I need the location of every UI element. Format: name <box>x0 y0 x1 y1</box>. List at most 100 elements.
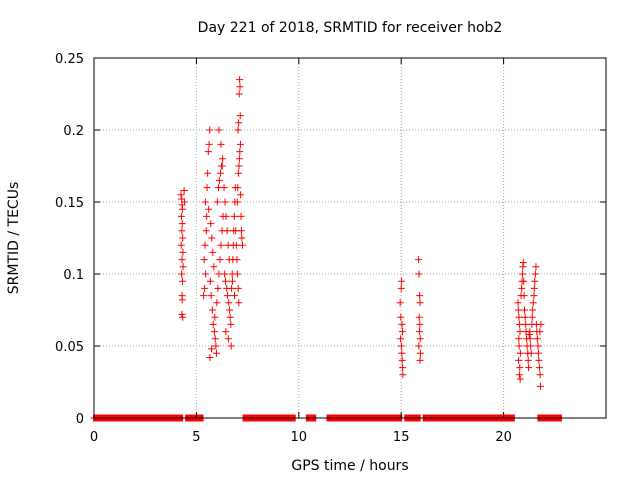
data-point <box>234 184 242 192</box>
data-point <box>236 148 244 156</box>
data-point <box>516 349 524 357</box>
data-point <box>207 220 215 228</box>
data-point <box>208 345 216 353</box>
data-point <box>210 328 218 336</box>
y-tick-label: 0.2 <box>63 124 84 139</box>
data-point <box>178 310 186 318</box>
data-point <box>516 364 524 372</box>
data-points <box>177 76 545 390</box>
data-point <box>211 335 219 343</box>
x-tick-label: 5 <box>192 430 200 445</box>
data-point <box>398 320 406 328</box>
data-point <box>211 313 219 321</box>
data-point <box>205 140 213 148</box>
data-point <box>234 126 242 134</box>
data-point <box>399 371 407 379</box>
data-point <box>227 342 235 350</box>
data-point <box>233 270 241 278</box>
data-point <box>532 263 540 271</box>
data-point <box>217 140 225 148</box>
data-point <box>235 119 243 127</box>
data-point <box>527 349 535 357</box>
data-point <box>514 306 522 314</box>
data-point <box>533 335 541 343</box>
data-point <box>226 306 234 314</box>
data-point <box>518 284 526 292</box>
data-point <box>202 270 210 278</box>
x-axis-label: GPS time / hours <box>291 458 408 474</box>
data-point <box>397 335 405 343</box>
data-point <box>179 263 187 271</box>
x-tick-label: 10 <box>291 430 308 445</box>
data-point <box>222 212 230 220</box>
data-point <box>200 256 208 264</box>
data-point <box>203 184 211 192</box>
data-point <box>529 299 537 307</box>
data-point <box>218 162 226 170</box>
x-tick-label: 15 <box>393 430 410 445</box>
data-point <box>234 169 242 177</box>
data-point <box>516 328 524 336</box>
data-point <box>201 241 209 249</box>
data-point <box>398 349 406 357</box>
data-point <box>416 292 424 300</box>
data-point <box>514 299 522 307</box>
axis-ticks: 0 5 10 15 20 0 0.05 0.1 0.15 0.2 0.25 <box>55 52 606 445</box>
data-point <box>415 270 423 278</box>
data-point <box>530 292 538 300</box>
data-point <box>534 349 542 357</box>
data-point <box>236 140 244 148</box>
data-point <box>230 292 238 300</box>
data-point <box>397 342 405 350</box>
data-point <box>204 148 212 156</box>
data-point <box>200 292 208 300</box>
data-point <box>530 284 538 292</box>
chart-title: Day 221 of 2018, SRMTID for receiver hob… <box>198 20 503 36</box>
data-point <box>221 198 229 206</box>
data-point <box>535 356 543 364</box>
data-point <box>207 292 215 300</box>
data-point <box>202 227 210 235</box>
grid <box>94 58 606 418</box>
data-point <box>224 335 232 343</box>
data-point <box>536 328 544 336</box>
data-point <box>226 313 234 321</box>
data-point <box>415 328 423 336</box>
data-point <box>516 375 524 383</box>
data-point <box>234 284 242 292</box>
data-point <box>515 342 523 350</box>
data-point <box>518 270 526 278</box>
data-point <box>515 335 523 343</box>
data-point <box>519 258 527 266</box>
data-point <box>415 342 423 350</box>
x-tick-label: 20 <box>495 430 512 445</box>
data-point <box>225 299 233 307</box>
data-point <box>203 212 211 220</box>
data-point <box>230 212 238 220</box>
data-point <box>416 299 424 307</box>
data-point <box>178 277 186 285</box>
data-point <box>209 320 217 328</box>
data-point <box>398 328 406 336</box>
data-point <box>212 342 220 350</box>
data-point <box>233 198 241 206</box>
data-point <box>228 284 236 292</box>
data-point <box>515 371 523 379</box>
data-point <box>527 342 535 350</box>
data-point <box>235 299 243 307</box>
data-point <box>177 212 185 220</box>
data-point <box>399 364 407 372</box>
data-point <box>178 296 186 304</box>
data-point <box>525 330 533 338</box>
data-point <box>535 364 543 372</box>
data-point <box>208 234 216 242</box>
data-point <box>398 277 406 285</box>
x-tick-label: 0 <box>90 430 98 445</box>
data-point <box>178 205 186 213</box>
data-point <box>178 270 186 278</box>
data-point <box>528 313 536 321</box>
data-point <box>526 335 534 343</box>
data-point <box>217 241 225 249</box>
data-point <box>177 191 185 199</box>
data-point <box>237 227 245 235</box>
